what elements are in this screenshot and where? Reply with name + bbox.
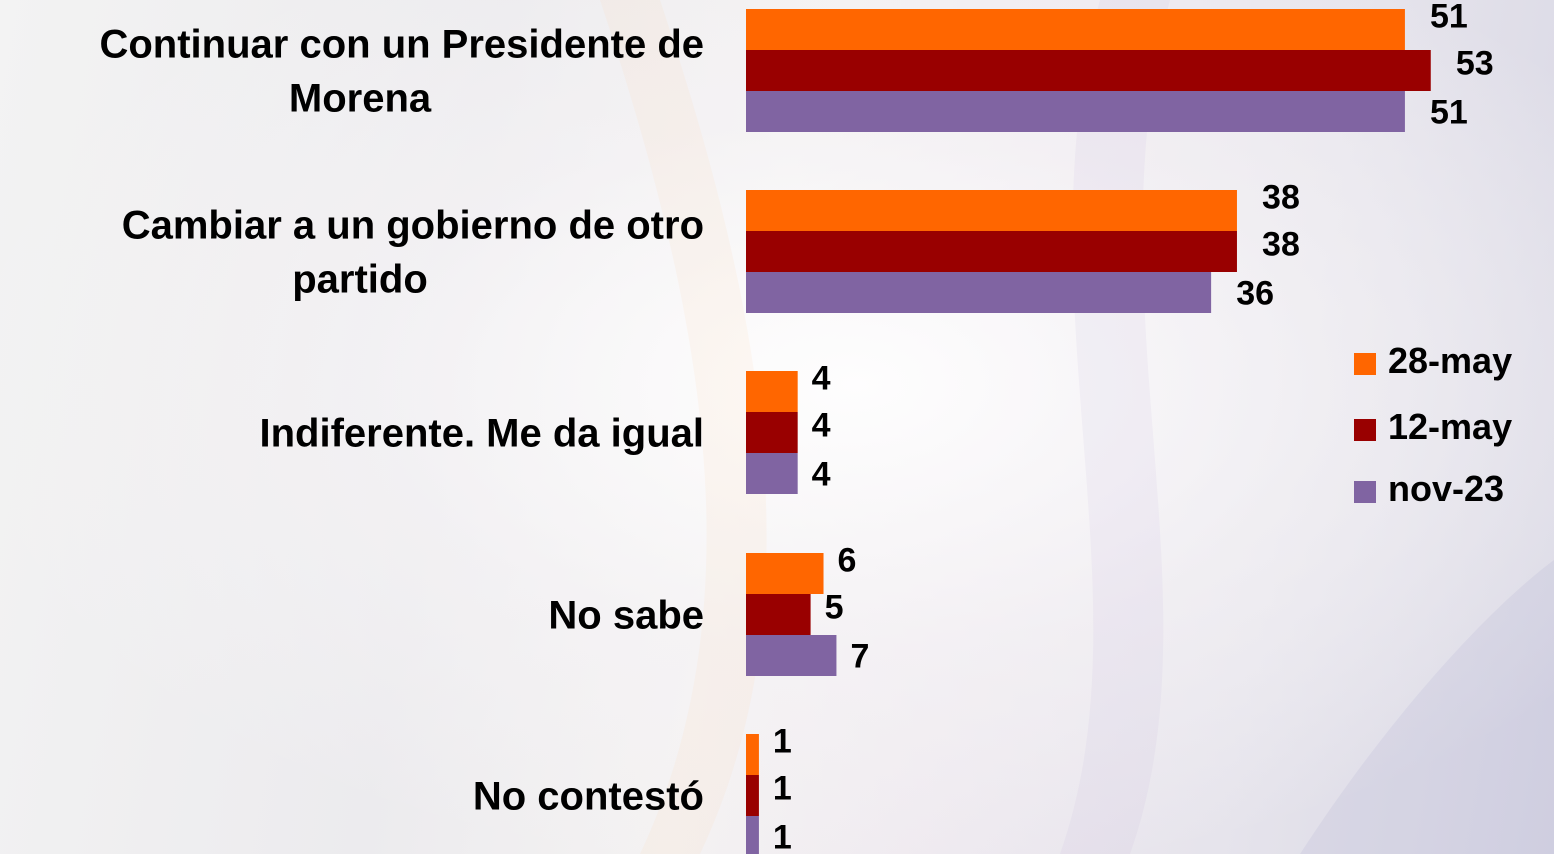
bar-28-may: [746, 734, 759, 775]
data-label: 36: [1236, 275, 1274, 313]
legend-label: 12-may: [1388, 406, 1512, 447]
category-label: Continuar con un Presidente de: [99, 23, 704, 67]
legend-label: nov-23: [1388, 468, 1504, 509]
legend-swatch-12-may: [1354, 419, 1376, 441]
bar-12-may: [746, 594, 811, 635]
data-label: 4: [812, 456, 831, 494]
category-label: No sabe: [548, 594, 704, 638]
data-label: 51: [1430, 94, 1468, 132]
bar-nov-23: [746, 91, 1405, 132]
bar-nov-23: [746, 272, 1212, 313]
data-label: 4: [812, 407, 831, 445]
category-label: Indiferente. Me da igual: [259, 412, 704, 456]
bar-12-may: [746, 231, 1237, 272]
category-label: Cambiar a un gobierno de otro: [122, 204, 704, 248]
bar-12-may: [746, 50, 1431, 91]
data-label: 1: [773, 770, 792, 808]
data-label: 6: [838, 542, 857, 580]
legend-swatch-nov-23: [1354, 481, 1376, 503]
bar-28-may: [746, 371, 798, 412]
category-label: partido: [292, 258, 428, 302]
legend-swatch-28-may: [1354, 353, 1376, 375]
data-label: 1: [773, 819, 792, 854]
category-label: Morena: [289, 77, 432, 121]
data-label: 53: [1456, 45, 1494, 83]
bar-nov-23: [746, 635, 837, 676]
data-label: 51: [1430, 0, 1468, 36]
bar-28-may: [746, 553, 824, 594]
data-label: 38: [1262, 179, 1300, 217]
bar-12-may: [746, 412, 798, 453]
data-label: 4: [812, 360, 831, 398]
bar-12-may: [746, 775, 759, 816]
category-label: No contestó: [473, 775, 704, 819]
data-label: 1: [773, 723, 792, 761]
bar-28-may: [746, 190, 1237, 231]
bar-nov-23: [746, 453, 798, 494]
bar-nov-23: [746, 816, 759, 854]
data-label: 38: [1262, 226, 1300, 264]
data-label: 7: [850, 638, 869, 676]
legend-label: 28-may: [1388, 340, 1512, 381]
bar-28-may: [746, 9, 1405, 50]
data-label: 5: [825, 589, 844, 627]
